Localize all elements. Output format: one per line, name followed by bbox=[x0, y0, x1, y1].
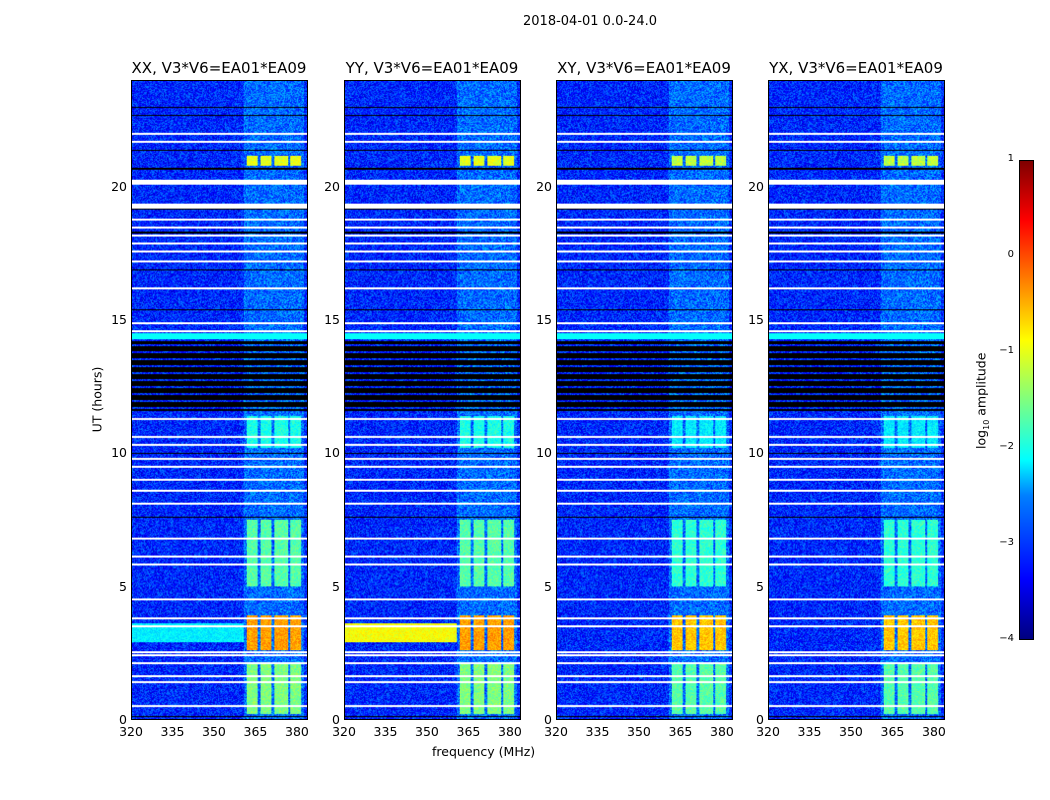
figure-title: 2018-04-01 0.0-24.0 bbox=[523, 14, 657, 29]
x-tick-label: 320 bbox=[332, 724, 356, 739]
panel-title: YX, V3*V6=EA01*EA09 bbox=[769, 59, 943, 77]
heatmap-image bbox=[557, 81, 732, 719]
x-axis-label: frequency (MHz) bbox=[432, 744, 536, 759]
y-tick-label: 5 bbox=[119, 578, 127, 594]
heatmap-panel-xx bbox=[131, 80, 308, 720]
y-tick-label: 15 bbox=[111, 312, 127, 327]
x-tick-label: 335 bbox=[373, 724, 398, 739]
y-tick-label: 10 bbox=[536, 445, 552, 461]
x-tick-label: 380 bbox=[710, 724, 734, 739]
panel-title: XY, V3*V6=EA01*EA09 bbox=[557, 59, 731, 77]
x-tick-label: 380 bbox=[285, 724, 309, 739]
colorbar-tick-label: 0 bbox=[1007, 249, 1014, 260]
y-tick-label: 15 bbox=[748, 312, 764, 327]
heatmap-panel-yy bbox=[344, 80, 521, 720]
x-tick-label: 350 bbox=[415, 724, 439, 739]
y-tick-label: 20 bbox=[748, 178, 764, 194]
colorbar-tick-label: 1 bbox=[1007, 153, 1014, 164]
colorbar-tick-label: −4 bbox=[999, 633, 1014, 644]
y-tick-label: 10 bbox=[748, 445, 764, 461]
x-tick-label: 365 bbox=[668, 724, 693, 739]
y-tick-label: 20 bbox=[536, 178, 552, 194]
y-tick-label: 0 bbox=[756, 712, 764, 727]
x-tick-label: 365 bbox=[243, 724, 268, 739]
y-tick-label: 5 bbox=[756, 578, 764, 594]
heatmap-image bbox=[132, 81, 307, 719]
x-tick-label: 335 bbox=[797, 724, 822, 739]
y-tick-label: 10 bbox=[111, 445, 127, 461]
colorbar-tick-label: −2 bbox=[999, 441, 1014, 452]
x-tick-label: 350 bbox=[627, 724, 651, 739]
x-tick-label: 380 bbox=[922, 724, 946, 739]
heatmap-image bbox=[345, 81, 520, 719]
x-tick-label: 335 bbox=[585, 724, 610, 739]
x-tick-label: 335 bbox=[160, 724, 185, 739]
y-tick-label: 5 bbox=[332, 578, 340, 594]
y-axis-label: UT (hours) bbox=[89, 366, 105, 433]
colorbar-tick-label: −1 bbox=[999, 345, 1014, 356]
x-tick-label: 320 bbox=[544, 724, 568, 739]
y-tick-label: 0 bbox=[544, 712, 552, 727]
x-tick-label: 380 bbox=[498, 724, 522, 739]
x-tick-label: 350 bbox=[839, 724, 863, 739]
colorbar bbox=[1019, 160, 1034, 640]
panel-title: YY, V3*V6=EA01*EA09 bbox=[345, 59, 519, 77]
y-tick-label: 0 bbox=[119, 712, 127, 727]
x-tick-label: 350 bbox=[202, 724, 226, 739]
heatmap-image bbox=[769, 81, 944, 719]
y-tick-label: 15 bbox=[536, 312, 552, 327]
y-tick-label: 15 bbox=[324, 312, 340, 327]
y-tick-label: 5 bbox=[544, 578, 552, 594]
x-tick-label: 320 bbox=[756, 724, 780, 739]
x-tick-label: 365 bbox=[880, 724, 905, 739]
y-tick-label: 20 bbox=[324, 178, 340, 194]
x-tick-label: 365 bbox=[456, 724, 481, 739]
x-tick-label: 320 bbox=[119, 724, 143, 739]
y-tick-label: 20 bbox=[111, 178, 127, 194]
colorbar-label: log10 amplitude bbox=[973, 352, 991, 449]
colorbar-tick-label: −3 bbox=[999, 537, 1014, 548]
panel-title: XX, V3*V6=EA01*EA09 bbox=[131, 59, 307, 77]
y-tick-label: 0 bbox=[332, 712, 340, 727]
heatmap-panel-xy bbox=[556, 80, 733, 720]
heatmap-panel-yx bbox=[768, 80, 945, 720]
y-tick-label: 10 bbox=[324, 445, 340, 461]
